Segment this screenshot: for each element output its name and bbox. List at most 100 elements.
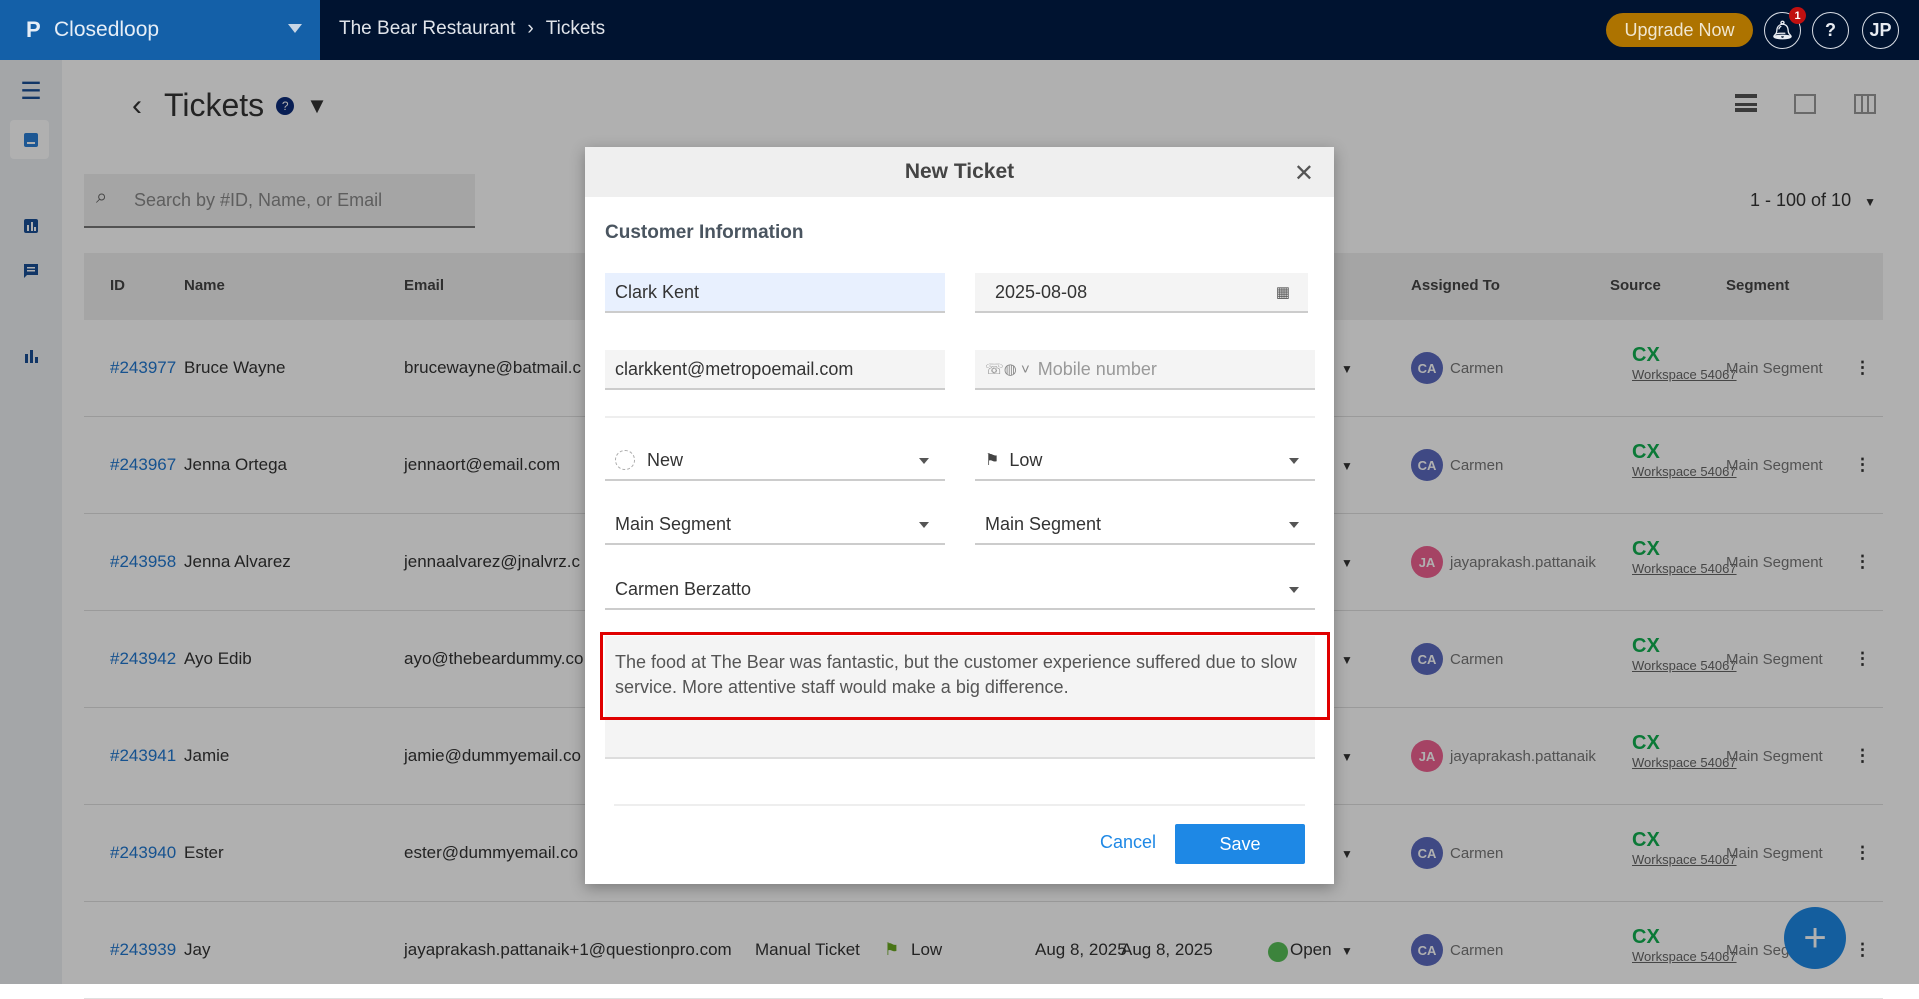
header-email[interactable]: Email <box>404 277 445 294</box>
source-label: CX <box>1632 732 1660 754</box>
customer-email: jennaort@email.com <box>404 455 561 474</box>
status-open-icon <box>1268 942 1288 962</box>
table-row[interactable]: #243977 Bruce Wayne brucewayne@batmail.c ▼ C… <box>84 320 1883 417</box>
table-row[interactable]: #243958 Jenna Alvarez jennaalvarez@jnalvrz… <box>84 514 1883 611</box>
more-options-icon[interactable]: ⋮ <box>1854 649 1871 668</box>
assignee-name: Carmen <box>1450 845 1504 862</box>
source-cell: CX Workspace 54067 <box>1632 635 1737 673</box>
back-icon[interactable]: ‹ <box>132 88 142 122</box>
help-icon[interactable]: ? <box>276 96 295 115</box>
segment-value-2: Main Segment <box>985 513 1102 534</box>
ticket-id-link[interactable]: #243977 <box>110 358 177 377</box>
chevron-down-icon <box>1289 587 1299 593</box>
help-button[interactable]: ? <box>1812 12 1849 49</box>
sidebar-item-reports[interactable] <box>18 213 44 239</box>
ticket-id-link[interactable]: #243958 <box>110 552 177 571</box>
notification-count-badge: 1 <box>1789 7 1806 24</box>
cancel-button[interactable]: Cancel <box>1100 832 1157 852</box>
workspace-link[interactable]: Workspace 54067 <box>1632 852 1737 867</box>
ticket-id-link[interactable]: #243940 <box>110 843 177 862</box>
source-label: CX <box>1632 926 1660 948</box>
hamburger-menu-icon[interactable]: ☰ <box>20 77 42 105</box>
workspace-link[interactable]: Workspace 54067 <box>1632 949 1737 964</box>
customer-email: jamie@dummyemail.co <box>404 746 581 765</box>
notifications-button[interactable]: 🔔︎ 1 <box>1764 7 1806 49</box>
customer-name: Ester <box>184 843 224 862</box>
flag-icon: ⚑ <box>884 940 900 959</box>
list-view-icon[interactable] <box>1735 94 1757 112</box>
more-options-icon[interactable]: ⋮ <box>1854 940 1871 959</box>
priority-value[interactable]: Low <box>911 940 943 959</box>
phone-globe-icon[interactable]: ☏◍ ˅ <box>985 361 1030 378</box>
ticket-id-link[interactable]: #243939 <box>110 940 177 959</box>
add-ticket-button[interactable]: + <box>1784 907 1846 969</box>
assignee-select[interactable]: Carmen Berzatto <box>605 570 1315 610</box>
more-options-icon[interactable]: ⋮ <box>1854 552 1871 571</box>
status-select[interactable]: New <box>605 441 945 481</box>
customer-name: Jamie <box>184 746 230 765</box>
filter-icon[interactable]: ▼ <box>306 92 328 118</box>
ticket-id-link[interactable]: #243942 <box>110 649 177 668</box>
close-icon[interactable]: ✕ <box>1293 160 1314 187</box>
calendar-icon[interactable]: ▦ <box>1275 284 1290 301</box>
segment-value: Main Segment <box>1726 651 1823 668</box>
workspace-switcher[interactable]: P Closedloop <box>0 0 320 60</box>
chevron-down-icon <box>1289 522 1299 528</box>
chevron-down-icon[interactable]: ▼ <box>1341 362 1353 376</box>
sidebar-item-analytics[interactable] <box>18 343 44 369</box>
header-assigned-to[interactable]: Assigned To <box>1411 277 1500 294</box>
chevron-down-icon[interactable]: ▼ <box>1341 847 1353 861</box>
status-value[interactable]: Open <box>1290 940 1332 959</box>
description-textarea[interactable]: The food at The Bear was fantastic, but … <box>605 636 1315 759</box>
more-options-icon[interactable]: ⋮ <box>1854 746 1871 765</box>
header-segment[interactable]: Segment <box>1726 277 1790 294</box>
segment-value: Main Seg <box>1726 942 1790 959</box>
chevron-down-icon[interactable]: ▼ <box>1341 944 1353 958</box>
column-view-icon[interactable] <box>1854 94 1876 114</box>
assignee-name: Carmen <box>1450 651 1504 668</box>
name-field[interactable]: Clark Kent <box>605 273 945 313</box>
upgrade-now-button[interactable]: Upgrade Now <box>1606 13 1753 47</box>
email-field[interactable]: clarkkent@metropoemail.com <box>605 350 945 390</box>
chevron-down-icon[interactable]: ▼ <box>1341 556 1353 570</box>
header-id[interactable]: ID <box>110 277 125 294</box>
workspace-link[interactable]: Workspace 54067 <box>1632 367 1737 382</box>
table-row[interactable]: #243941 Jamie jamie@dummyemail.co ▼ JA jayapr… <box>84 708 1883 805</box>
segment-value: Main Segment <box>1726 554 1823 571</box>
segment-value: Main Segment <box>1726 360 1823 377</box>
avatar: JA <box>1411 740 1443 772</box>
ticket-id-link[interactable]: #243941 <box>110 746 177 765</box>
user-avatar[interactable]: JP <box>1862 12 1899 49</box>
mobile-placeholder: Mobile number <box>1037 358 1157 379</box>
chevron-down-icon[interactable]: ▼ <box>1341 750 1353 764</box>
workspace-link[interactable]: Workspace 54067 <box>1632 464 1737 479</box>
updated-date: Aug 8, 2025 <box>1121 940 1213 959</box>
more-options-icon[interactable]: ⋮ <box>1854 455 1871 474</box>
workspace-link[interactable]: Workspace 54067 <box>1632 755 1737 770</box>
assignee-name: jayaprakash.pattanaik <box>1450 748 1596 765</box>
more-options-icon[interactable]: ⋮ <box>1854 843 1871 862</box>
card-view-icon[interactable] <box>1794 94 1816 114</box>
header-name[interactable]: Name <box>184 277 225 294</box>
chevron-down-icon[interactable]: ▼ <box>1341 459 1353 473</box>
chevron-down-icon[interactable]: ▼ <box>1341 653 1353 667</box>
workspace-link[interactable]: Workspace 54067 <box>1632 561 1737 576</box>
save-button[interactable]: Save <box>1175 824 1305 864</box>
segment-select-2[interactable]: Main Segment <box>975 505 1315 545</box>
mobile-field[interactable]: ☏◍ ˅ Mobile number <box>975 350 1315 390</box>
table-row[interactable]: #243940 Ester ester@dummyemail.co ▼ CA Carmen… <box>84 805 1883 902</box>
customer-email: ayo@thebeardummy.co <box>404 649 584 668</box>
source-cell: CX Workspace 54067 <box>1632 538 1737 576</box>
sidebar-item-messages[interactable] <box>18 258 44 284</box>
ticket-id-link[interactable]: #243967 <box>110 455 177 474</box>
pagination-select[interactable]: 1 - 100 of 10 ▼ <box>1750 190 1876 211</box>
more-options-icon[interactable]: ⋮ <box>1854 358 1871 377</box>
date-field[interactable]: 2025-08-08 ▦ <box>975 273 1308 313</box>
assignee-name: Carmen <box>1450 942 1504 959</box>
breadcrumb-restaurant[interactable]: The Bear Restaurant <box>339 18 516 39</box>
workspace-link[interactable]: Workspace 54067 <box>1632 658 1737 673</box>
segment-select-1[interactable]: Main Segment <box>605 505 945 545</box>
priority-select[interactable]: ⚑ Low <box>975 441 1315 481</box>
date-value: 2025-08-08 <box>995 281 1088 302</box>
search-input[interactable]: ⌕ Search by #ID, Name, or Email <box>84 174 475 228</box>
